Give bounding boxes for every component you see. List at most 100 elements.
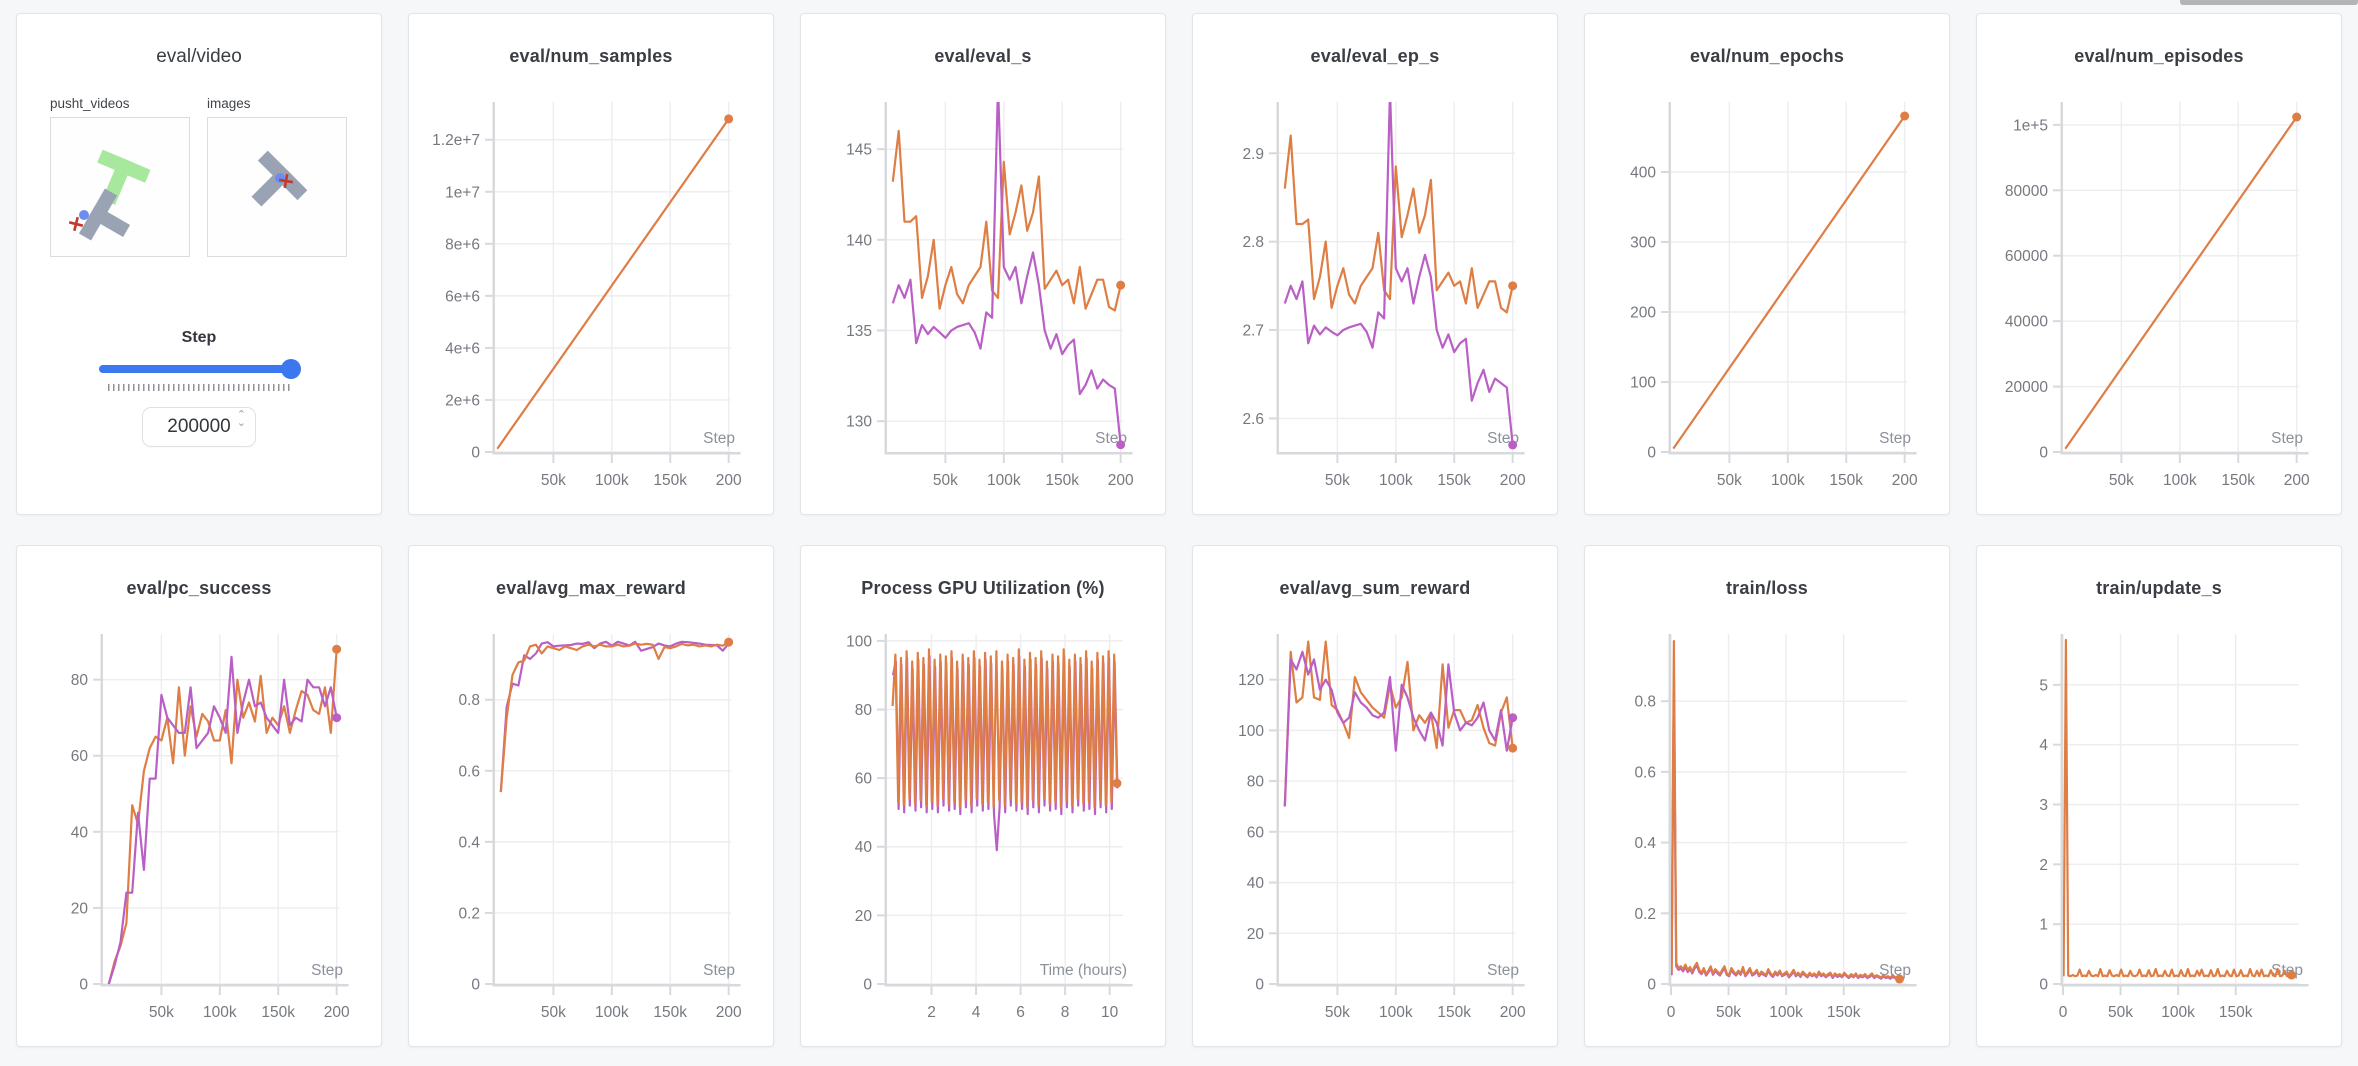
y-tick-label: 4e+6 — [445, 340, 480, 357]
x-tick-label: 100k — [2163, 472, 2197, 489]
series-end-dot — [2287, 970, 2297, 980]
chart-eval-pc-success[interactable]: 50k 100k 150k 200 0 20 40 60 80 Step — [17, 618, 381, 1038]
agent-dot — [79, 210, 89, 220]
x-axis-label: Step — [2271, 430, 2303, 447]
x-tick-label: 8 — [1061, 1004, 1070, 1021]
y-tick-label: 0 — [2039, 445, 2048, 462]
y-tick-label: 135 — [846, 323, 872, 340]
step-stepper: ⌃ ⌄ — [236, 409, 246, 429]
y-axis-spine — [2060, 102, 2063, 455]
chart-eval-avg-max-reward[interactable]: 50k 100k 150k 200 0 0.2 0.4 0.6 0.8 Step — [409, 618, 773, 1038]
slider-thumb[interactable] — [281, 359, 301, 379]
series-end-dot — [1508, 713, 1518, 723]
x-tick-label: 200 — [716, 1004, 742, 1021]
x-tick-label: 150k — [1827, 1004, 1861, 1021]
y-tick-label: 2.6 — [1242, 411, 1264, 428]
stepper-down-icon[interactable]: ⌄ — [236, 417, 246, 429]
series-line-orange — [1283, 640, 1514, 807]
step-slider[interactable] — [99, 359, 301, 379]
x-axis-spine — [492, 984, 741, 987]
panel-train-loss: train/loss 0 50k 100k 150k 0 0.2 0.4 0.6 0.8 Step — [1584, 545, 1950, 1047]
y-tick-label: 100 — [846, 633, 872, 650]
chart-title: eval/eval_s — [934, 46, 1032, 66]
y-tick-label: 0 — [471, 977, 480, 994]
x-tick-label: 4 — [972, 1004, 981, 1021]
x-tick-label: 2 — [927, 1004, 936, 1021]
y-tick-label: 1e+5 — [2013, 117, 2048, 134]
pusht-green-t-shape — [97, 149, 151, 205]
y-tick-label: 0.2 — [1634, 906, 1656, 923]
y-tick-label: 40 — [855, 839, 873, 856]
x-tick-label: 200 — [2284, 472, 2310, 489]
x-tick-label: 150k — [1437, 472, 1471, 489]
x-axis-label: Step — [1487, 962, 1519, 979]
x-tick-label: 50k — [2109, 472, 2134, 489]
y-tick-label: 20000 — [2005, 379, 2048, 396]
series-line-orange — [2063, 638, 2292, 978]
series-end-dot — [1900, 111, 1910, 121]
series-line-orange — [499, 641, 730, 793]
series-end-dot — [332, 644, 342, 654]
step-value-input[interactable] — [164, 416, 234, 438]
chart-eval-num-episodes[interactable]: 50k 100k 150k 200 0 20000 40000 60000 80000 1e+5 S… — [1977, 86, 2341, 506]
panel-train-update-s: train/update_s 0 50k 100k 150k 0 1 2 3 4 5 Step — [1976, 545, 2342, 1047]
top-right-ui-fragment — [2180, 0, 2358, 5]
chart-eval-num-samples[interactable]: 50k 100k 150k 200 0 2e+6 4e+6 6e+6 8e+6 1e+7 1.2e+… — [409, 86, 773, 506]
x-tick-label: 100k — [1769, 1004, 1803, 1021]
x-tick-label: 100k — [1379, 472, 1413, 489]
y-tick-label: 300 — [1630, 235, 1656, 252]
y-tick-label: 80 — [855, 702, 873, 719]
chart-train-loss[interactable]: 0 50k 100k 150k 0 0.2 0.4 0.6 0.8 Step — [1585, 618, 1949, 1038]
y-tick-label: 120 — [1238, 672, 1264, 689]
slider-track[interactable] — [99, 365, 299, 373]
y-tick-label: 0 — [1647, 977, 1656, 994]
y-tick-label: 60000 — [2005, 248, 2048, 265]
images-frame — [251, 150, 308, 207]
y-tick-label: 80 — [71, 672, 89, 689]
panel-eval-eval-s: eval/eval_s 50k 100k 150k 200 130 135 140 145 St… — [800, 13, 1166, 515]
series-line-orange — [1672, 115, 1906, 450]
series-end-dot — [1116, 440, 1126, 450]
pusht-video-frame — [68, 149, 151, 241]
y-tick-label: 200 — [1630, 305, 1656, 322]
series-end-dot — [332, 713, 342, 723]
y-tick-label: 0 — [863, 977, 872, 994]
step-input-box: ⌃ ⌄ — [142, 407, 256, 447]
y-tick-label: 60 — [855, 771, 873, 788]
x-tick-label: 100k — [987, 472, 1021, 489]
chart-title: eval/eval_ep_s — [1310, 46, 1440, 66]
y-tick-label: 0.4 — [1634, 835, 1656, 852]
x-axis-label: Step — [1879, 430, 1911, 447]
x-tick-label: 50k — [2108, 1004, 2133, 1021]
panel-eval-video: eval/video pusht_videos images — [16, 13, 382, 515]
stepper-up-icon[interactable]: ⌃ — [236, 409, 246, 421]
media-thumbnail-pusht-videos[interactable] — [50, 117, 190, 257]
series-end-dot — [1895, 974, 1905, 984]
x-tick-label: 200 — [1500, 472, 1526, 489]
y-axis-spine — [1276, 102, 1279, 455]
y-axis-spine — [884, 102, 887, 455]
chart-title: eval/num_samples — [509, 46, 673, 66]
chart-eval-num-epochs[interactable]: 50k 100k 150k 200 0 100 200 300 400 Step — [1585, 86, 1949, 506]
y-tick-label: 20 — [71, 900, 89, 917]
y-tick-label: 40000 — [2005, 314, 2048, 331]
x-tick-label: 0 — [2059, 1004, 2068, 1021]
panel-eval-pc-success: eval/pc_success 50k 100k 150k 200 0 20 40 60 80 S… — [16, 545, 382, 1047]
y-tick-label: 60 — [1247, 824, 1265, 841]
x-tick-label: 50k — [1717, 472, 1742, 489]
x-axis-label: Time (hours) — [1040, 962, 1127, 979]
y-tick-label: 0.4 — [458, 834, 480, 851]
x-tick-label: 100k — [2161, 1004, 2195, 1021]
y-axis-spine — [2060, 634, 2063, 987]
media-thumbnail-images[interactable] — [207, 117, 347, 257]
x-tick-label: 6 — [1016, 1004, 1025, 1021]
y-tick-label: 40 — [1247, 875, 1265, 892]
chart-eval-avg-sum-reward[interactable]: 50k 100k 150k 200 0 20 40 60 80 100 120 Step — [1193, 618, 1557, 1038]
chart-title: eval/pc_success — [126, 578, 272, 598]
chart-title: eval/avg_max_reward — [496, 578, 686, 598]
